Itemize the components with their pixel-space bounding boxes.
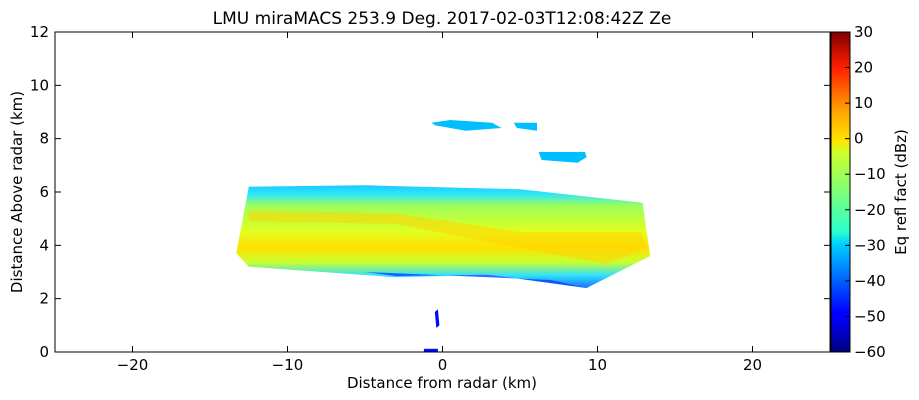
y-axis: 0 2 4 6 8 10 12: [30, 23, 830, 361]
colorbar-tick-label: −60: [854, 343, 886, 361]
x-tick-label: 0: [438, 356, 448, 374]
y-axis-label: Distance Above radar (km): [8, 91, 26, 293]
region-ground-clutter: [423, 348, 438, 352]
colorbar-tick-label: 30: [854, 23, 873, 41]
y-tick-label: 12: [30, 23, 49, 41]
colorbar-tick-label: −20: [854, 201, 886, 219]
y-tick-label: 10: [30, 76, 49, 94]
y-tick-label: 8: [39, 130, 49, 148]
region-layer-7-3-km: [538, 152, 587, 163]
y-tick-label: 4: [39, 236, 49, 254]
colorbar-tick-label: 10: [854, 94, 873, 112]
y-tick-label: 2: [39, 290, 49, 308]
chart-title: LMU miraMACS 253.9 Deg. 2017-02-03T12:08…: [213, 9, 672, 29]
colorbar-tick-label: −40: [854, 272, 886, 290]
region-main-cloud-layer: [236, 185, 651, 288]
y-tick-label: 0: [39, 343, 49, 361]
colorbar: [830, 31, 851, 353]
region-near-ground-return: [434, 309, 440, 328]
y-tick-label: 6: [39, 183, 49, 201]
colorbar-tick-label: 0: [854, 130, 864, 148]
x-tick-label: −20: [117, 356, 149, 374]
region-upper-layer-8-5-km: [431, 120, 502, 131]
colorbar-tick-label: −50: [854, 307, 886, 325]
colorbar-tick-label: −10: [854, 165, 886, 183]
colorbar-label: Eq refl fact (dBz): [892, 129, 910, 255]
reflectivity-regions: [236, 120, 651, 352]
plot-area: [236, 120, 651, 352]
x-tick-label: 10: [588, 356, 607, 374]
region-upper-layer-8-5-km-east: [513, 122, 537, 131]
colorbar-ticks: 30 20 10 0 −10 −20 −30 −40 −50 −60: [845, 23, 886, 361]
region-main-base: [365, 272, 587, 288]
colorbar-tick-label: 20: [854, 59, 873, 77]
x-tick-label: 20: [743, 356, 762, 374]
x-axis: −20 −10 0 10 20: [117, 32, 762, 374]
x-tick-label: −10: [272, 356, 304, 374]
region-main-core: [248, 210, 648, 264]
colorbar-tick-label: −30: [854, 236, 886, 254]
x-axis-label: Distance from radar (km): [347, 374, 537, 392]
